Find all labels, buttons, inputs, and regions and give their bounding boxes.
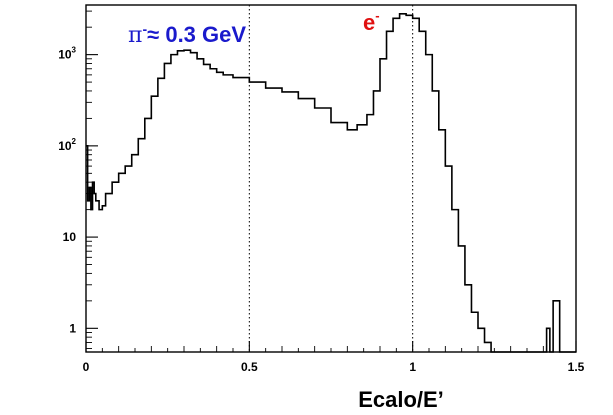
pion-energy-annotation: π-≈ 0.3 GeV bbox=[128, 21, 246, 48]
y-tick-label: 102 bbox=[58, 137, 76, 153]
y-tick-label: 103 bbox=[58, 46, 76, 62]
histogram-series-0 bbox=[86, 13, 576, 353]
x-tick-label: 1.5 bbox=[568, 360, 585, 374]
x-tick-label: 1 bbox=[409, 360, 416, 374]
electron-symbol: e bbox=[363, 10, 375, 35]
electron-annotation: e- bbox=[363, 8, 380, 35]
y-tick-label: 10 bbox=[63, 230, 77, 244]
x-tick-label: 0 bbox=[83, 360, 90, 374]
x-axis-label: Ecalo/E’ bbox=[358, 387, 444, 412]
pion-energy-text: ≈ 0.3 GeV bbox=[147, 22, 246, 47]
electron-charge-superscript: - bbox=[375, 8, 379, 23]
plot-area: 0 0.5 1 1.5 1 10 102 103 bbox=[58, 4, 585, 374]
y-tick-label: 1 bbox=[69, 321, 76, 335]
x-tick-label: 0.5 bbox=[241, 360, 258, 374]
pion-symbol: π bbox=[128, 23, 142, 48]
pion-charge-superscript: - bbox=[142, 21, 147, 37]
